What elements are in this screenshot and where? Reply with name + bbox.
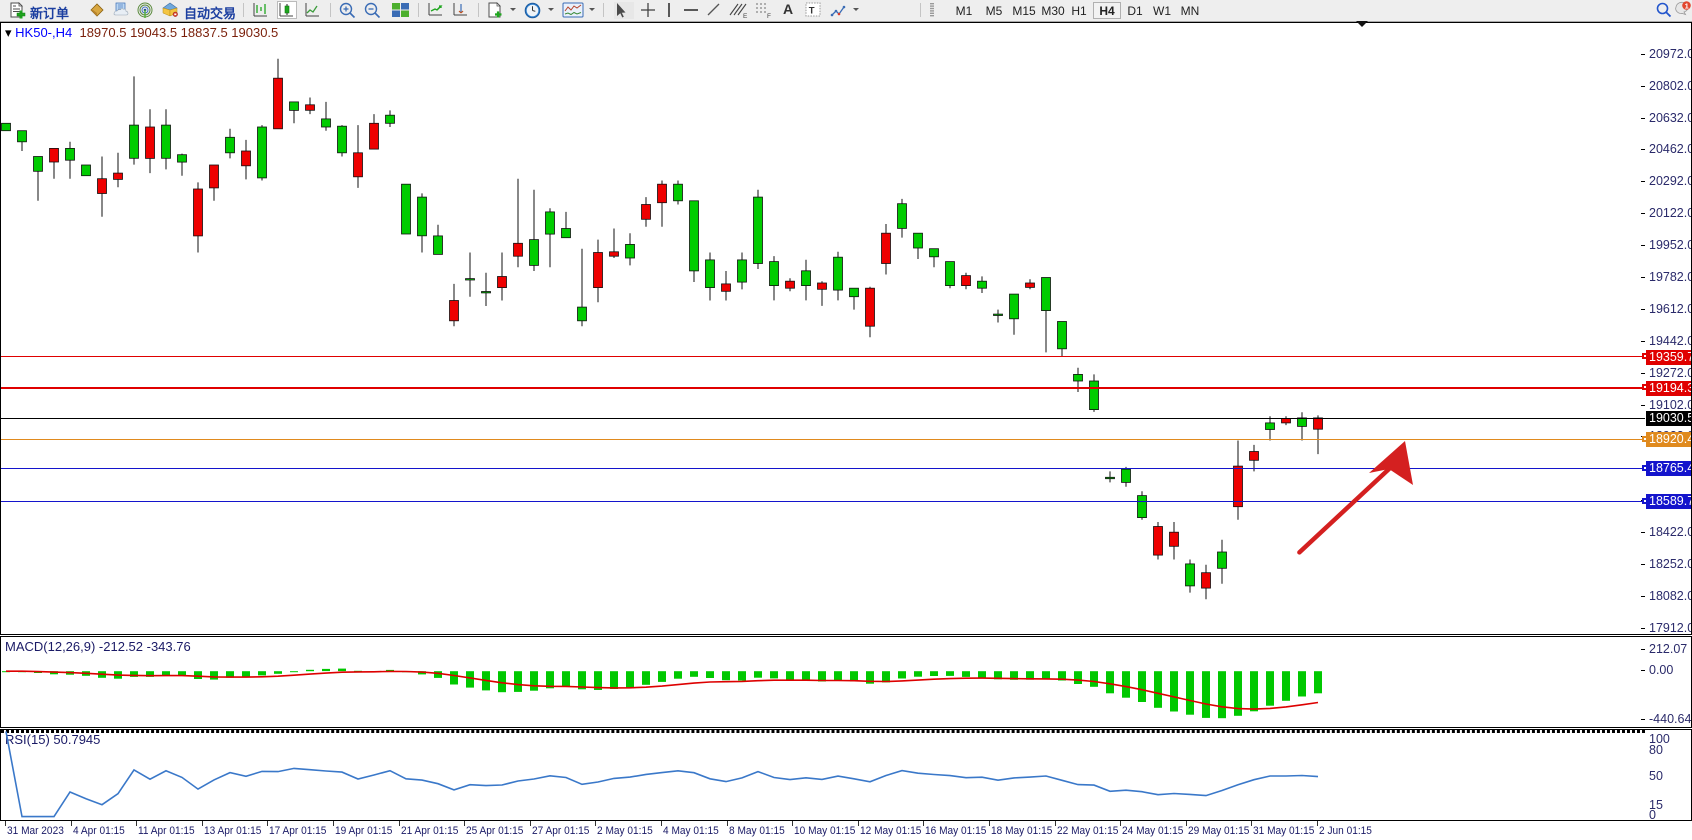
svg-text:F: F — [767, 13, 771, 19]
svg-text:T: T — [809, 6, 815, 17]
svg-text:A: A — [783, 1, 793, 17]
svg-text:1: 1 — [1685, 1, 1689, 10]
svg-text:E: E — [743, 13, 748, 19]
